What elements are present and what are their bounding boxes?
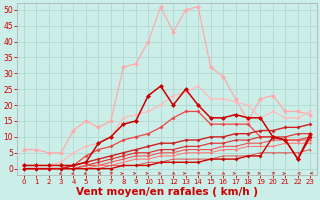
X-axis label: Vent moyen/en rafales ( km/h ): Vent moyen/en rafales ( km/h ) (76, 187, 258, 197)
